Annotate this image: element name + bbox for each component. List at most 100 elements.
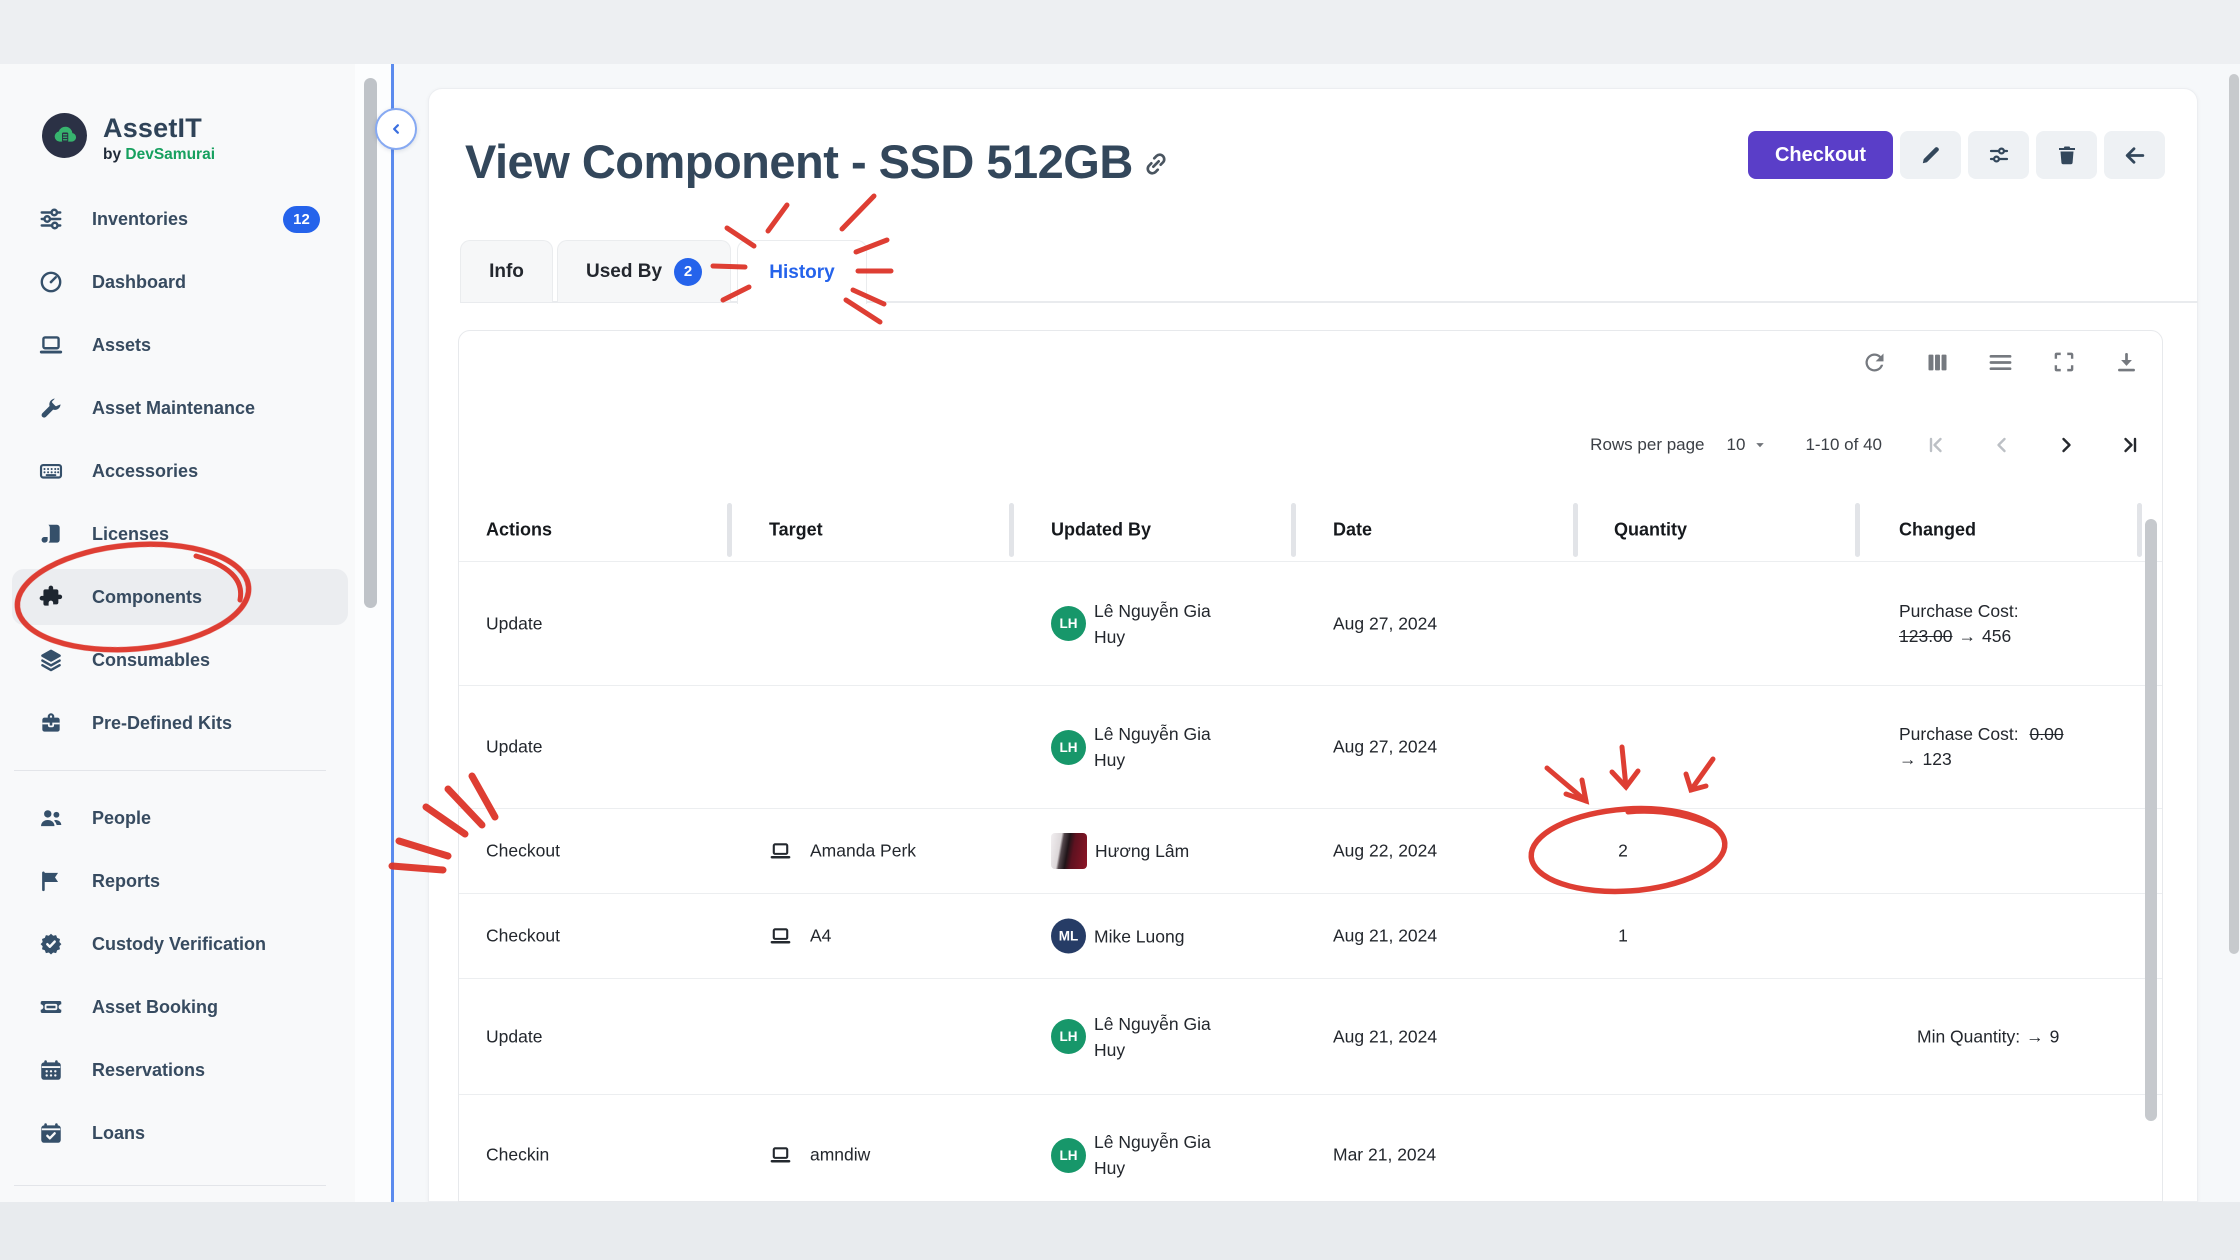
sidebar-item-label: Dashboard	[92, 272, 186, 293]
sidebar-item-reports[interactable]: Reports	[12, 853, 348, 909]
sidebar-item-dashboard[interactable]: Dashboard	[12, 254, 348, 310]
delete-button[interactable]	[2036, 131, 2097, 179]
download-icon	[2113, 349, 2140, 376]
tab-label: History	[769, 262, 834, 284]
column-header-date[interactable]: Date	[1333, 520, 1372, 541]
puzzle-icon	[38, 584, 64, 610]
cell-date: Aug 22, 2024	[1333, 841, 1437, 862]
column-resize-handle[interactable]	[2137, 503, 2142, 557]
table-toolbar	[1861, 349, 2140, 376]
tab-used-by[interactable]: Used By 2	[557, 240, 731, 302]
density-button[interactable]	[1987, 349, 2014, 376]
link-icon[interactable]	[1140, 148, 1172, 180]
page-title: View Component - SSD 512GB	[465, 134, 1133, 189]
sidebar-item-inventories[interactable]: Inventories 12	[12, 191, 348, 247]
sidebar-item-components[interactable]: Components	[12, 569, 348, 625]
sidebar-item-reservations[interactable]: Reservations	[12, 1042, 348, 1098]
sidebar-divider	[14, 1185, 326, 1186]
columns-button[interactable]	[1924, 349, 1951, 376]
sidebar-item-asset-booking[interactable]: Asset Booking	[12, 979, 348, 1035]
download-button[interactable]	[2113, 349, 2140, 376]
laptop-icon	[769, 840, 792, 863]
first-page-icon[interactable]	[1924, 433, 1948, 457]
brand-name: AssetIT	[103, 113, 215, 144]
edit-button[interactable]	[1900, 131, 1961, 179]
fullscreen-button[interactable]	[2050, 349, 2077, 376]
assetit-logo-icon	[42, 113, 87, 158]
column-resize-handle[interactable]	[1573, 503, 1578, 557]
scroll-icon	[38, 521, 64, 547]
pagination-range: 1-10 of 40	[1805, 435, 1882, 455]
cell-action: Update	[486, 613, 542, 634]
refresh-button[interactable]	[1861, 349, 1888, 376]
column-header-quantity[interactable]: Quantity	[1614, 520, 1687, 541]
column-header-changed[interactable]: Changed	[1899, 520, 1976, 541]
cell-action: Checkin	[486, 1145, 549, 1166]
sidebar-item-licenses[interactable]: Licenses	[12, 506, 348, 562]
sidebar-item-loans[interactable]: Loans	[12, 1105, 348, 1161]
cell-quantity: 2	[1603, 841, 1643, 862]
dropdown-caret-icon[interactable]	[1751, 436, 1769, 454]
sidebar-scrollbar[interactable]	[364, 78, 377, 608]
column-resize-handle[interactable]	[1855, 503, 1860, 557]
people-icon	[38, 805, 64, 831]
column-header-updated-by[interactable]: Updated By	[1051, 520, 1151, 541]
column-header-actions[interactable]: Actions	[486, 520, 552, 541]
avatar: LH	[1051, 730, 1086, 765]
sidebar-item-accessories[interactable]: Accessories	[12, 443, 348, 499]
sidebar-item-pre-defined-kits[interactable]: Pre-Defined Kits	[12, 695, 348, 751]
cell-date: Mar 21, 2024	[1333, 1145, 1436, 1166]
column-resize-handle[interactable]	[727, 503, 732, 557]
column-header-target[interactable]: Target	[769, 520, 823, 541]
avatar: LH	[1051, 1019, 1086, 1054]
cell-updated-by: LH Lê Nguyễn Gia Huy	[1051, 1129, 1226, 1181]
target-name[interactable]: Amanda Perk	[810, 841, 916, 862]
prev-page-icon[interactable]	[1990, 433, 2014, 457]
sidebar-collapse-button[interactable]	[375, 108, 417, 150]
table-header-row: Actions Target Updated By Date Quantity …	[459, 499, 2162, 561]
cell-action: Checkout	[486, 926, 560, 947]
sidebar-item-asset-maintenance[interactable]: Asset Maintenance	[12, 380, 348, 436]
checkout-button[interactable]: Checkout	[1748, 131, 1893, 179]
cell-updated-by: Hương Lâm	[1051, 833, 1227, 869]
sidebar-item-consumables[interactable]: Consumables	[12, 632, 348, 688]
sidebar-item-label: Reports	[92, 871, 160, 892]
rows-per-page-select[interactable]: 10	[1727, 435, 1746, 455]
back-button[interactable]	[2104, 131, 2165, 179]
wrench-icon	[38, 395, 64, 421]
cell-target: A4	[769, 925, 831, 948]
cell-action: Update	[486, 1026, 542, 1047]
sidebar-item-label: Components	[92, 587, 202, 608]
table-scrollbar[interactable]	[2145, 519, 2157, 1121]
sidebar-item-label: Asset Maintenance	[92, 398, 255, 419]
sidebar-item-label: Asset Booking	[92, 997, 218, 1018]
window-scrollbar[interactable]	[2229, 74, 2239, 954]
layers-icon	[38, 647, 64, 673]
sidebar-item-label: Licenses	[92, 524, 169, 545]
gauge-icon	[38, 269, 64, 295]
toolbox-icon	[38, 710, 64, 736]
brand-company: DevSamurai	[125, 146, 215, 163]
last-page-icon[interactable]	[2118, 433, 2142, 457]
cell-date: Aug 27, 2024	[1333, 737, 1437, 758]
cell-date: Aug 21, 2024	[1333, 1026, 1437, 1047]
keyboard-icon	[38, 458, 64, 484]
tab-info[interactable]: Info	[460, 240, 553, 302]
target-name[interactable]: A4	[810, 926, 831, 947]
cell-updated-by: LH Lê Nguyễn Gia Huy	[1051, 598, 1226, 650]
column-resize-handle[interactable]	[1291, 503, 1296, 557]
tab-history[interactable]: History	[737, 240, 867, 304]
sidebar-item-people[interactable]: People	[12, 790, 348, 846]
target-name[interactable]: amndiw	[810, 1145, 870, 1166]
sidebar-item-assets[interactable]: Assets	[12, 317, 348, 373]
laptop-icon	[769, 925, 792, 948]
sidebar-item-custody-verification[interactable]: Custody Verification	[12, 916, 348, 972]
brand-byline: by DevSamurai	[103, 146, 215, 164]
cell-target: Amanda Perk	[769, 840, 916, 863]
next-page-icon[interactable]	[2054, 433, 2078, 457]
trash-icon	[2055, 143, 2079, 167]
column-resize-handle[interactable]	[1009, 503, 1014, 557]
settings-button[interactable]	[1968, 131, 2029, 179]
arrow-left-icon	[2122, 143, 2147, 168]
density-icon	[1987, 349, 2014, 376]
